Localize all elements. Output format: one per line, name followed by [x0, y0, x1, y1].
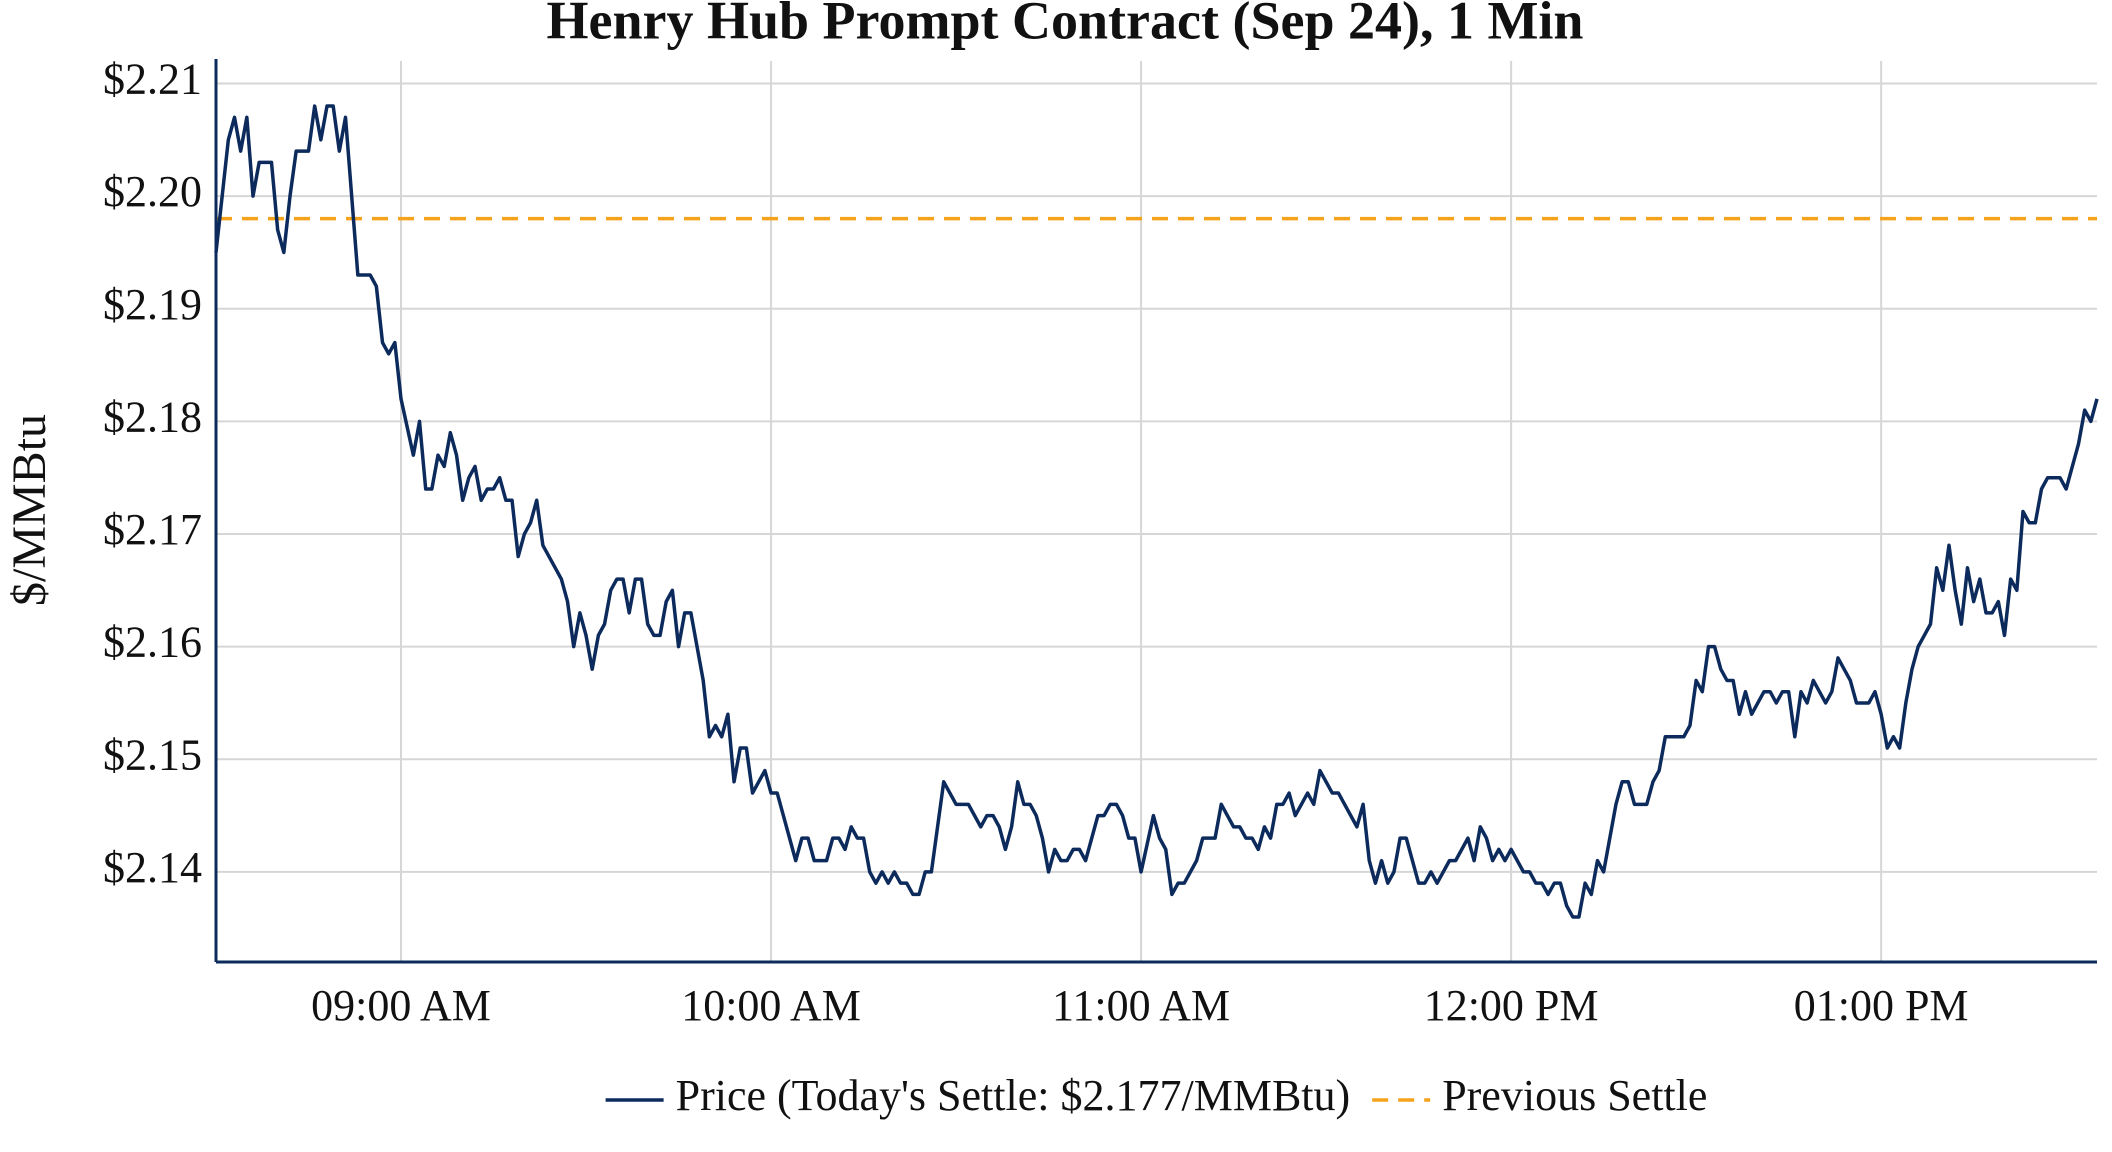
y-tick-label: $2.18 [103, 392, 202, 441]
legend-label: Previous Settle [1442, 1071, 1707, 1120]
price-line [214, 104, 2099, 919]
x-tick-label: 09:00 AM [311, 981, 491, 1030]
y-tick-label: $2.17 [103, 505, 202, 554]
legend-label: Price (Today's Settle: $2.177/MMBtu) [676, 1071, 1351, 1120]
x-tick-label: 11:00 AM [1052, 981, 1230, 1030]
y-tick-label: $2.20 [103, 167, 202, 216]
x-tick-label: 10:00 AM [681, 981, 861, 1030]
x-tick-label: 01:00 PM [1794, 981, 1969, 1030]
y-tick-label: $2.16 [103, 618, 202, 667]
chart-title: Henry Hub Prompt Contract (Sep 24), 1 Mi… [547, 0, 1584, 50]
y-tick-label: $2.21 [103, 55, 202, 104]
y-tick-label: $2.15 [103, 730, 202, 779]
y-tick-label: $2.19 [103, 280, 202, 329]
x-tick-label: 12:00 PM [1424, 981, 1599, 1030]
y-tick-label: $2.14 [103, 843, 202, 892]
y-axis-label: $/MMBtu [3, 414, 56, 606]
